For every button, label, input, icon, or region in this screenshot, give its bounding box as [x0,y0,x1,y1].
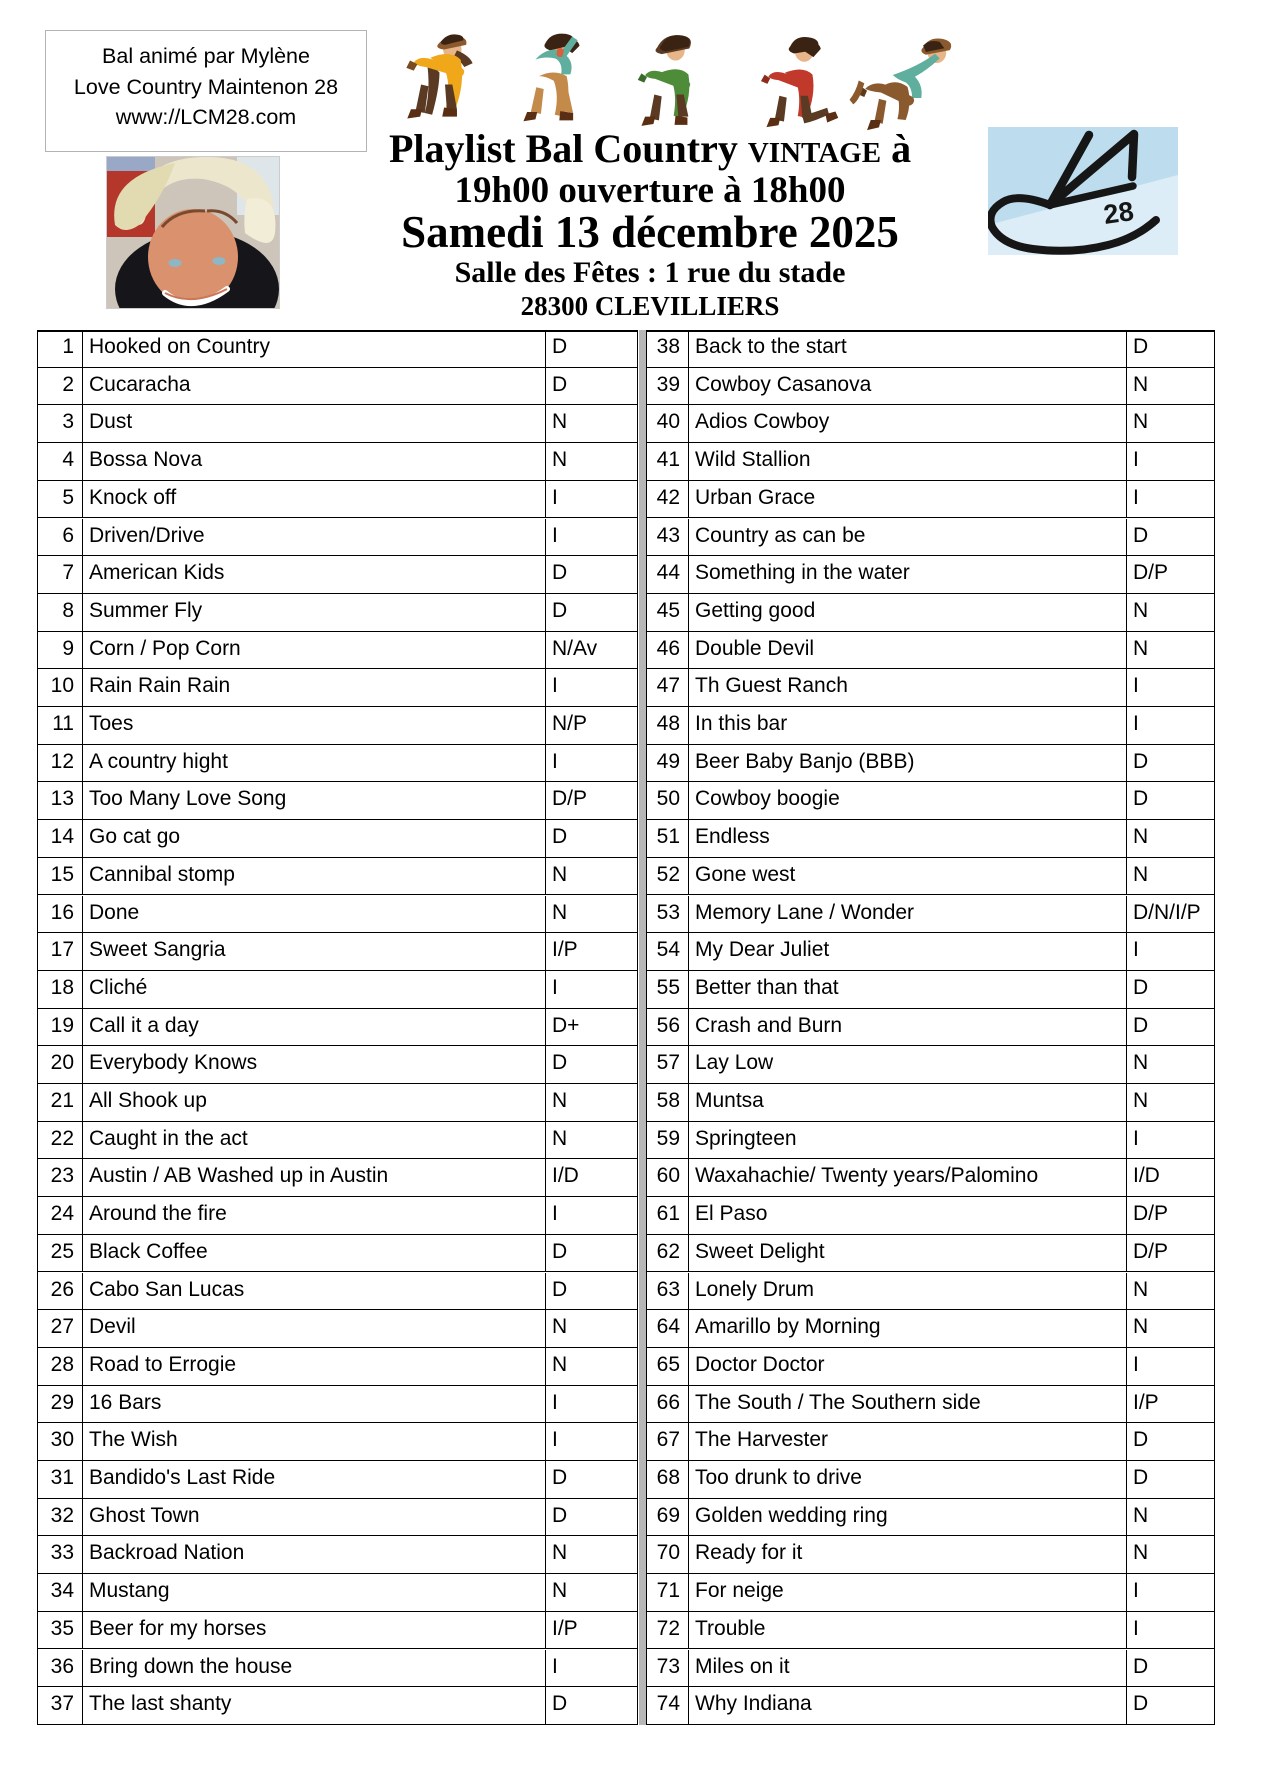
svg-text:28: 28 [1102,196,1136,230]
